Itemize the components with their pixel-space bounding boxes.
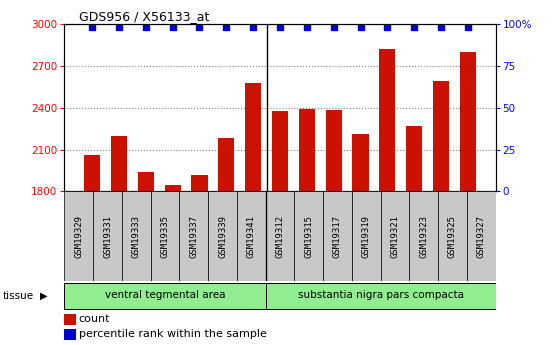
Bar <box>84 155 100 191</box>
Text: GSM19339: GSM19339 <box>218 215 227 258</box>
Bar <box>265 283 496 309</box>
Bar <box>381 191 409 281</box>
Point <box>464 24 473 30</box>
Text: GSM19335: GSM19335 <box>161 215 170 258</box>
Bar <box>352 134 368 191</box>
Text: GSM19315: GSM19315 <box>304 215 313 258</box>
Point <box>195 24 204 30</box>
Bar <box>272 111 288 191</box>
Text: ▶: ▶ <box>40 291 48 301</box>
Point <box>222 24 231 30</box>
Point <box>437 24 446 30</box>
Bar <box>122 191 151 281</box>
Text: GSM19327: GSM19327 <box>477 215 486 258</box>
Bar <box>406 126 422 191</box>
Bar <box>265 191 295 281</box>
Bar <box>467 191 496 281</box>
Bar <box>460 52 476 191</box>
Text: GSM19325: GSM19325 <box>448 215 457 258</box>
Bar <box>208 191 237 281</box>
Bar <box>218 138 234 191</box>
Bar <box>323 191 352 281</box>
Text: GSM19337: GSM19337 <box>189 215 198 258</box>
Bar <box>179 191 208 281</box>
Point <box>114 24 123 30</box>
Text: GSM19341: GSM19341 <box>247 215 256 258</box>
Bar <box>111 136 127 191</box>
Point <box>383 24 392 30</box>
Bar <box>326 110 342 191</box>
Text: count: count <box>78 314 110 324</box>
Point <box>141 24 150 30</box>
Bar <box>379 49 395 191</box>
Text: GSM19323: GSM19323 <box>419 215 428 258</box>
Bar <box>409 191 438 281</box>
Point <box>302 24 311 30</box>
Text: GSM19331: GSM19331 <box>103 215 112 258</box>
Bar <box>352 191 381 281</box>
Point <box>410 24 419 30</box>
Point <box>249 24 258 30</box>
Bar <box>151 191 179 281</box>
Bar <box>64 283 265 309</box>
Point <box>356 24 365 30</box>
Text: ventral tegmental area: ventral tegmental area <box>105 290 225 300</box>
Bar <box>438 191 467 281</box>
Bar <box>237 191 265 281</box>
Bar <box>138 172 154 191</box>
Point <box>168 24 177 30</box>
Text: GSM19312: GSM19312 <box>276 215 284 258</box>
Text: percentile rank within the sample: percentile rank within the sample <box>78 329 267 339</box>
Point <box>276 24 284 30</box>
Bar <box>295 191 323 281</box>
Text: GDS956 / X56133_at: GDS956 / X56133_at <box>78 10 209 23</box>
Bar <box>93 191 122 281</box>
Bar <box>433 81 449 191</box>
Point <box>87 24 96 30</box>
Bar <box>299 109 315 191</box>
Bar <box>245 83 261 191</box>
Point <box>329 24 338 30</box>
Bar <box>192 175 208 191</box>
Bar <box>64 191 93 281</box>
Bar <box>165 185 181 191</box>
Text: tissue: tissue <box>3 291 34 301</box>
Text: substantia nigra pars compacta: substantia nigra pars compacta <box>297 290 464 300</box>
Text: GSM19319: GSM19319 <box>362 215 371 258</box>
Text: GSM19321: GSM19321 <box>390 215 399 258</box>
Text: GSM19333: GSM19333 <box>132 215 141 258</box>
Bar <box>64 329 76 340</box>
Text: GSM19329: GSM19329 <box>74 215 83 258</box>
Bar <box>64 314 76 325</box>
Text: GSM19317: GSM19317 <box>333 215 342 258</box>
